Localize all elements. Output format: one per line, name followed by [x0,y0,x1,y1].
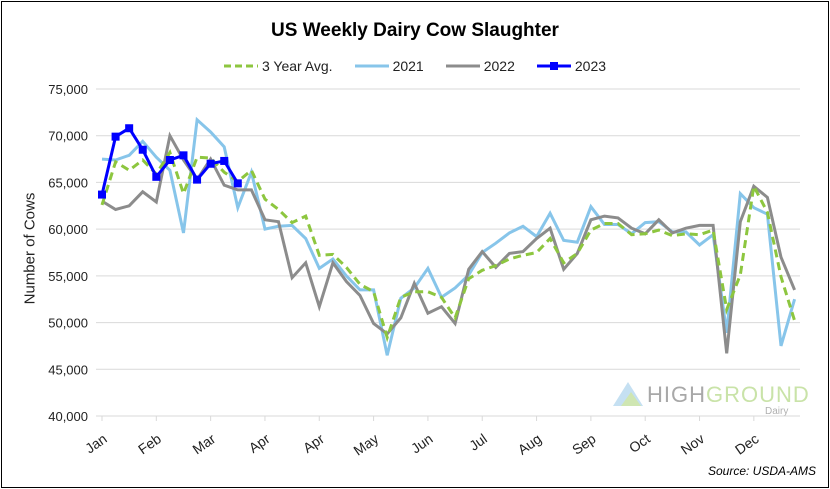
legend-swatch-2023 [536,62,571,70]
x-tick-label: Nov [678,430,708,457]
x-tick-label: Oct [626,430,653,456]
chart-title: US Weekly Dairy Cow Slaughter [271,20,559,41]
x-tick-label: Feb [135,430,164,457]
y-tick-label: 40,000 [48,409,88,424]
series-line-2022 [101,131,796,354]
data-point-2023 [125,124,134,133]
data-point-2023 [220,156,229,165]
y-tick-label: 50,000 [48,316,88,331]
x-tick-label: Sep [569,430,599,458]
x-tick-label: Aug [515,430,545,457]
data-point-2023 [98,190,106,199]
logo-text: HIGHGROUND [647,382,810,408]
legend-swatch-2022 [445,64,480,68]
x-tick-label: Dec [732,430,762,457]
y-tick-label: 45,000 [48,362,88,377]
logo-ground: GROUND [706,382,810,407]
logo-dairy: Dairy [765,406,789,417]
y-tick-label: 65,000 [48,175,88,190]
legend-label-2021: 2021 [392,58,424,74]
legend-item-avg: 3 Year Avg. [223,58,333,74]
x-tick-label: Apr [300,430,327,456]
legend-label-2023: 2023 [574,58,607,74]
series-line-3-year-avg- [100,149,797,343]
logo-high: HIGH [647,382,706,407]
source-note: Source: USDA-AMS [707,464,816,478]
legend-swatch-2021 [354,64,389,68]
legend-item-2021: 2021 [354,58,424,74]
y-tick-label: 75,000 [48,82,88,97]
x-tick-label: Mar [189,430,218,457]
data-point-2023 [152,172,161,181]
legend-item-2022: 2022 [445,58,515,74]
data-point-2023 [179,151,188,160]
legend-swatch-avg [223,64,258,68]
data-point-2023 [206,159,215,168]
x-tick-label: Jul [466,430,490,453]
x-tick-label: Jan [82,430,110,456]
highground-logo: HIGHGROUND Dairy [613,380,809,420]
legend-label-avg: 3 Year Avg. [261,58,333,74]
data-point-2023 [111,132,120,141]
data-point-2023 [193,175,202,184]
series-line-2021 [101,116,797,356]
y-tick-label: 70,000 [48,129,88,144]
x-tick-label: Jun [408,430,436,456]
y-tick-label: 55,000 [48,269,88,284]
data-point-2023 [233,179,242,188]
x-tick-label: Apr [246,430,273,456]
x-tick-label: May [350,430,381,458]
data-point-2023 [138,145,147,154]
legend-item-2023: 2023 [536,58,607,74]
mountain-logo-icon [613,382,643,406]
legend: 3 Year Avg. 2021 2022 2023 [0,58,830,74]
y-tick-label: 60,000 [48,222,88,237]
data-point-2023 [165,156,174,165]
legend-label-2022: 2022 [483,58,515,74]
